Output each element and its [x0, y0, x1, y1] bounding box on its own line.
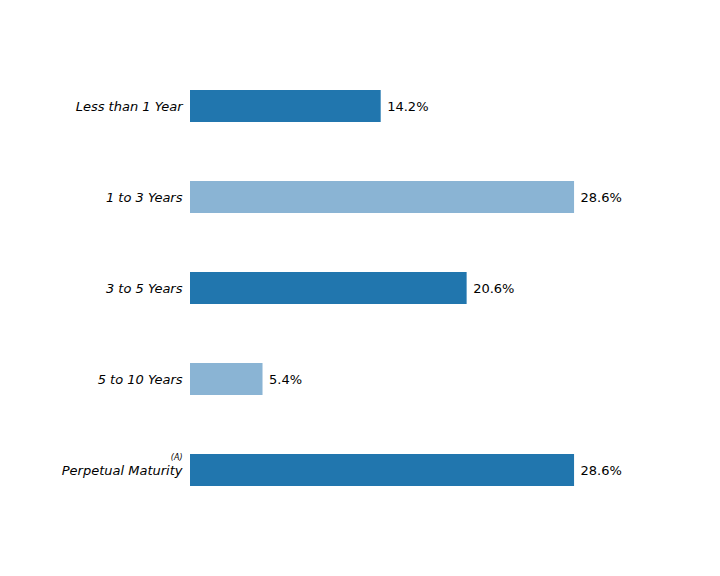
- svg-text:28.6%: 28.6%: [581, 463, 622, 478]
- svg-text:14.2%: 14.2%: [387, 99, 428, 114]
- svg-text:5.4%: 5.4%: [269, 372, 302, 387]
- svg-text:Perpetual Maturity: Perpetual Maturity: [62, 463, 183, 478]
- svg-text:1 to 3 Years: 1 to 3 Years: [106, 190, 183, 205]
- svg-text:28.6%: 28.6%: [581, 190, 622, 205]
- svg-text:20.6%: 20.6%: [473, 281, 514, 296]
- svg-text:5 to 10 Years: 5 to 10 Years: [98, 372, 183, 387]
- svg-text:(A): (A): [171, 453, 183, 462]
- svg-text:3 to 5 Years: 3 to 5 Years: [106, 281, 183, 296]
- svg-text:Less than 1 Year: Less than 1 Year: [76, 99, 184, 114]
